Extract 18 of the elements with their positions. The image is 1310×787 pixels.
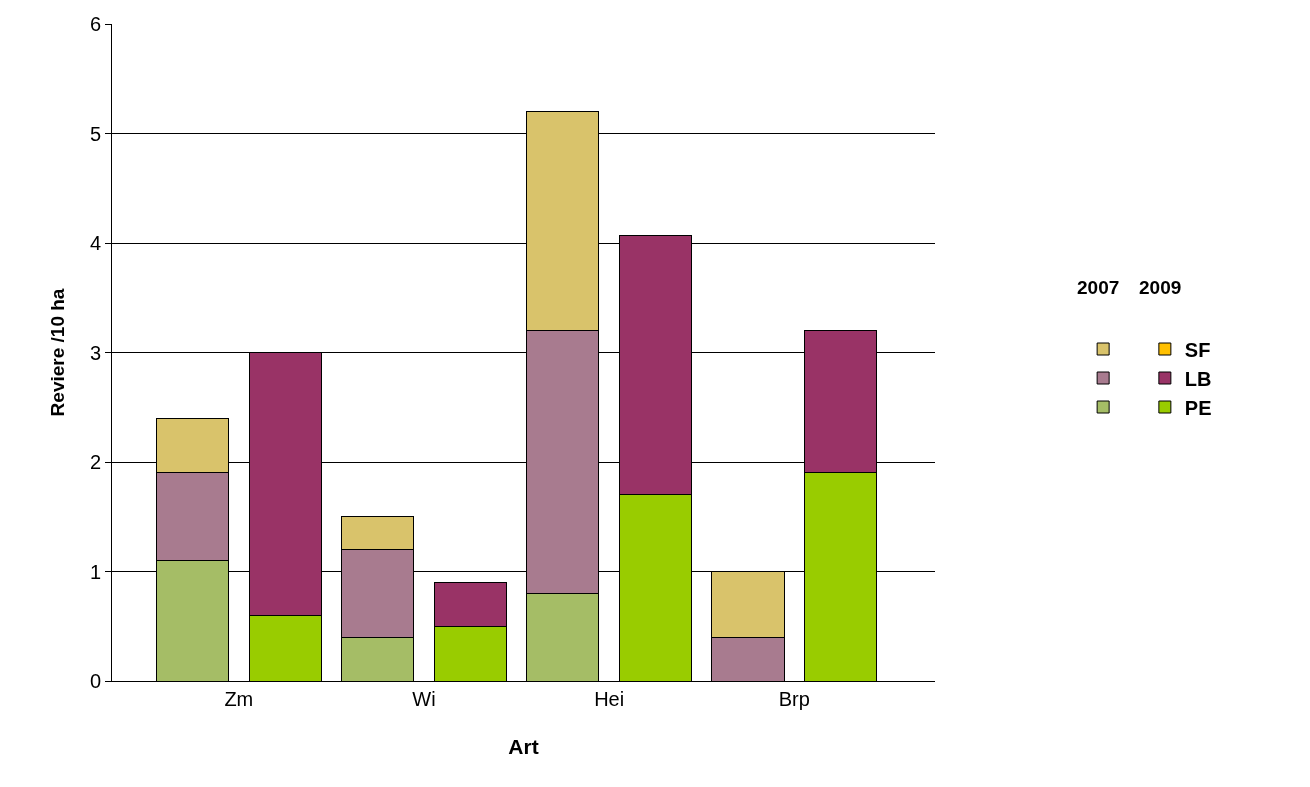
legend-label: SF [1184,338,1211,361]
y-tick-label: 1 [89,560,101,583]
y-tick-label: 3 [89,341,101,364]
x-tick-label: Hei [594,688,625,710]
y-tick-label: 2 [89,451,101,473]
y-tick-label: 0 [89,670,101,692]
x-tick-label: Brp [778,688,810,710]
x-axis-title: Art [508,735,539,759]
text: 2007 [1077,277,1120,298]
legend-label: PE [1184,396,1212,419]
x-tick-label: Wi [412,688,436,710]
y-axis-title: Reviere /10 ha [46,288,68,417]
legend-label: LB [1184,367,1212,390]
y-tick-label: 4 [89,232,101,254]
x-tick-label: Zm [224,688,254,710]
y-tick-label: 5 [89,122,101,145]
y-tick-label: 6 [89,13,101,35]
text: 2009 [1139,277,1182,298]
